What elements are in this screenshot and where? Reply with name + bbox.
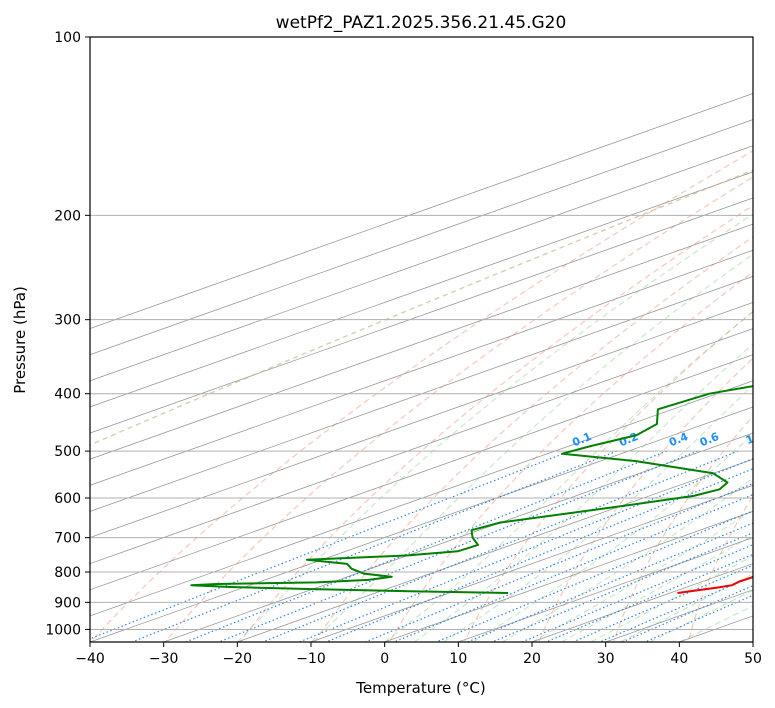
y-tick-label: 400	[54, 387, 81, 403]
mixing-ratio-line	[218, 450, 698, 642]
y-tick-label: 200	[54, 208, 81, 224]
moist-adiabat	[384, 310, 753, 642]
isotherm-line	[90, 328, 753, 565]
mixing-ratio-line	[436, 510, 753, 642]
y-tick-label: 300	[54, 313, 81, 329]
dewpoint-line	[190, 385, 753, 594]
isotherm-line	[90, 93, 753, 329]
y-tick-label: 500	[54, 444, 81, 460]
mixing-ratio-label: 1	[744, 432, 756, 447]
mixing-ratio-line	[325, 468, 753, 642]
mixing-ratio-line	[262, 450, 739, 642]
x-tick-label: 50	[744, 651, 762, 667]
plot-area	[90, 37, 753, 642]
mixing-ratio-line	[492, 532, 753, 642]
x-tick-label: 30	[597, 651, 615, 667]
sounding-series	[190, 385, 753, 594]
isotherm-line	[90, 301, 753, 538]
x-axis-label: Temperature (°C)	[355, 679, 485, 697]
y-tick-label: 100	[54, 30, 81, 46]
moist-adiabat	[310, 253, 753, 642]
moist-adiabat	[649, 589, 753, 642]
background-lines	[90, 93, 753, 642]
dry-adiabat	[388, 271, 753, 642]
isotherm-line	[384, 510, 753, 642]
dry-adiabat	[538, 357, 753, 642]
isotherm-line	[90, 275, 753, 512]
mixing-ratio-line	[572, 564, 753, 642]
axis-ticks: −40 −30 −20 −10 0 10 20 30 40 50 100 200 300 400 500 60…	[45, 30, 762, 667]
isotherm-line	[458, 537, 753, 642]
reference-curve	[90, 169, 753, 446]
mixing-ratio-line	[393, 493, 753, 642]
isotherm-line	[163, 432, 753, 642]
moist-adiabat	[620, 573, 753, 642]
x-tick-label: 40	[670, 651, 688, 667]
dry-adiabat	[314, 236, 753, 642]
mixing-ratio-line	[644, 594, 753, 642]
mixing-ratio-line	[521, 544, 753, 642]
mixing-ratio-line	[467, 522, 753, 642]
isotherm-line	[237, 458, 753, 642]
isotherm-line	[90, 145, 753, 382]
moist-adiabat	[443, 384, 753, 642]
dry-adiabat	[687, 495, 753, 642]
isotherm-line	[90, 406, 753, 642]
moist-adiabat	[472, 433, 753, 642]
isotherm-line	[90, 380, 753, 617]
isotherm-line	[90, 119, 753, 356]
plot-frame	[89, 36, 754, 643]
moist-adiabat	[502, 477, 753, 642]
x-tick-label: 0	[380, 651, 389, 667]
x-tick-label: 10	[449, 651, 467, 667]
x-tick-label: −10	[296, 651, 326, 667]
y-axis-label: Pressure (hPa)	[11, 286, 29, 394]
x-tick-label: −40	[75, 651, 105, 667]
x-tick-label: 20	[523, 651, 541, 667]
isotherm-line	[90, 197, 753, 434]
dry-adiabat	[90, 150, 753, 642]
dry-adiabat	[463, 310, 753, 642]
dry-adiabat	[164, 176, 753, 642]
x-tick-label: −30	[149, 651, 179, 667]
moist-adiabat	[413, 343, 753, 642]
mixing-ratio-line	[298, 458, 753, 642]
y-tick-label: 600	[54, 491, 81, 507]
isotherm-line	[310, 484, 753, 642]
y-tick-label: 900	[54, 595, 81, 611]
isotherm-line	[90, 249, 753, 486]
isotherm-line	[90, 171, 753, 408]
chart-title: wetPf2_PAZ1.2025.356.21.45.G20	[276, 13, 567, 33]
isotherm-line	[90, 354, 753, 591]
x-tick-label: −20	[223, 651, 253, 667]
y-tick-label: 1000	[45, 622, 81, 638]
moist-adiabat	[531, 509, 753, 642]
dry-adiabat	[239, 204, 753, 642]
y-tick-label: 700	[54, 531, 81, 547]
y-tick-label: 800	[54, 565, 81, 581]
mixing-ratio-line	[131, 450, 617, 642]
isotherm-line	[90, 223, 753, 460]
